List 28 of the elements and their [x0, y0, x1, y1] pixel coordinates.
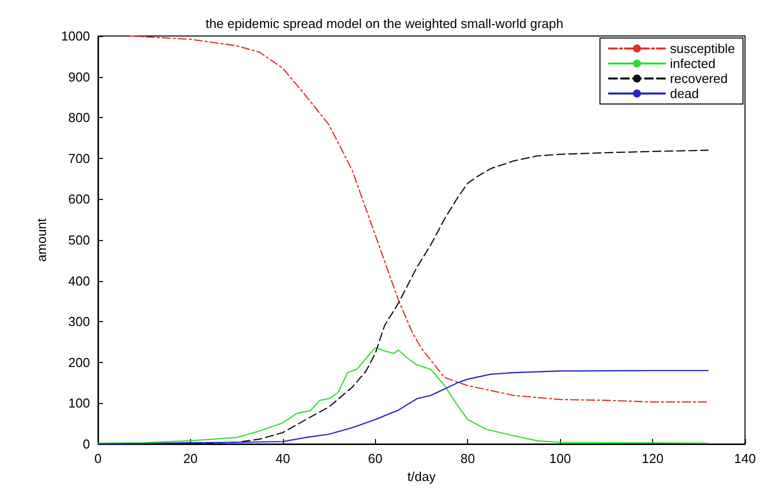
x-tick-label: 100: [549, 451, 571, 466]
legend-label: recovered: [670, 71, 728, 86]
y-tick-label: 100: [68, 396, 90, 411]
y-tick-label: 600: [68, 192, 90, 207]
y-tick-label: 1000: [61, 28, 90, 44]
x-tick-label: 0: [94, 451, 102, 466]
y-tick-label: 800: [68, 110, 90, 126]
x-tick-label: 60: [368, 451, 383, 466]
y-tick-label: 500: [68, 232, 90, 248]
x-tick-label: 140: [734, 451, 756, 466]
x-tick-label: 20: [183, 451, 198, 466]
chart-title: the epidemic spread model on the weighted small-world graph: [206, 16, 564, 31]
y-tick-label: 400: [68, 273, 90, 288]
x-tick-label: 120: [642, 451, 664, 466]
y-tick-label: 0: [82, 436, 90, 452]
line-series: [97, 347, 709, 444]
legend-label: dead: [670, 86, 699, 101]
y-tick-label: 900: [68, 69, 90, 84]
x-tick-label: 80: [460, 451, 475, 466]
y-tick-label: 700: [68, 150, 90, 166]
legend-label: infected: [670, 56, 716, 71]
x-tick-label: 40: [276, 451, 290, 466]
line-series: [97, 370, 709, 445]
y-tick-label: 200: [68, 354, 90, 370]
y-axis-title: amount: [34, 218, 49, 262]
y-tick-label: 300: [68, 314, 90, 330]
legend-label: susceptible: [670, 41, 736, 56]
x-axis-title: t/day: [407, 468, 436, 484]
